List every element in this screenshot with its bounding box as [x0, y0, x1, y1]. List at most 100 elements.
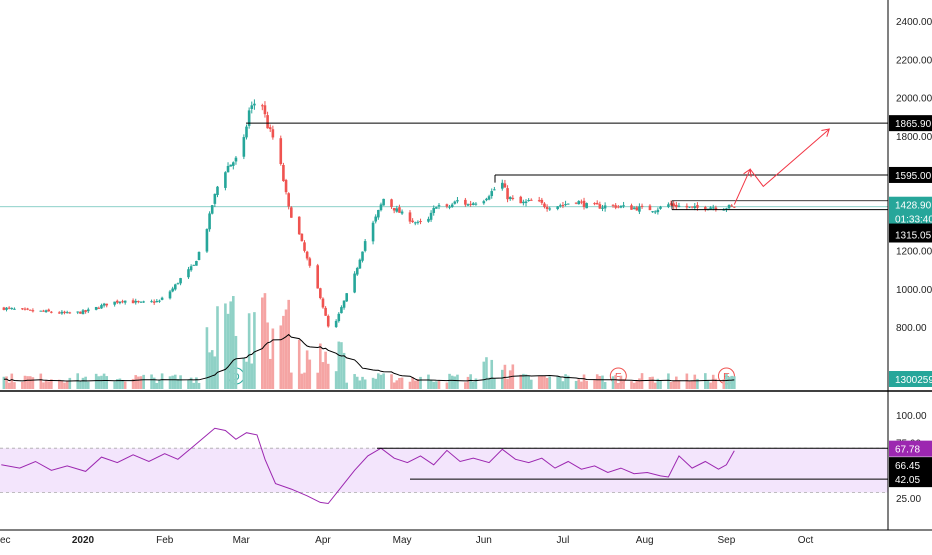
candle-body — [659, 206, 662, 209]
candle-body — [603, 205, 607, 209]
volume-bar — [416, 379, 420, 389]
candle — [374, 214, 378, 224]
candle — [268, 124, 272, 133]
candle-body — [13, 308, 16, 310]
candle — [566, 203, 570, 205]
candle-body — [640, 205, 644, 207]
candle — [115, 299, 119, 305]
candle — [358, 258, 362, 270]
candle-body — [216, 186, 219, 196]
volume-bar — [353, 374, 356, 389]
candle — [7, 306, 11, 310]
candle-body — [316, 265, 319, 289]
time-axis[interactable]: ec 2020 Feb Mar Apr May Jun Jul Aug Sep Oct — [0, 529, 932, 546]
candle-body — [142, 301, 145, 303]
candle-body — [482, 201, 486, 204]
candle-body — [94, 306, 98, 310]
candle — [435, 206, 438, 209]
candle — [601, 204, 604, 212]
candle-body — [651, 211, 654, 213]
volume-bar — [31, 377, 35, 389]
candle — [669, 200, 673, 207]
volume-bar — [432, 381, 436, 389]
candle — [558, 203, 562, 208]
candle — [648, 204, 652, 211]
candle-body — [711, 207, 715, 209]
volume-bar — [543, 375, 546, 389]
candle — [152, 299, 156, 305]
candle-body — [630, 205, 633, 210]
candle — [511, 195, 515, 201]
candle-body — [189, 266, 193, 271]
level-badge-1595: 1595.00 — [889, 166, 932, 183]
candle — [113, 301, 116, 307]
candle-body — [345, 293, 348, 302]
candle — [65, 310, 69, 314]
candle — [334, 319, 338, 328]
volume-bar — [21, 381, 24, 389]
candle — [503, 179, 507, 188]
candle — [395, 205, 399, 213]
volume-bar — [672, 380, 675, 389]
candle — [363, 239, 367, 253]
candle — [519, 195, 523, 204]
candle — [574, 202, 578, 205]
candle-body — [263, 105, 267, 115]
candle — [400, 209, 404, 215]
candle-body — [5, 307, 8, 310]
candle — [593, 202, 596, 206]
candle-body — [247, 110, 251, 126]
candle — [638, 203, 641, 215]
current-price-badge: 1428.90 — [889, 196, 932, 213]
candle — [13, 307, 16, 310]
rsi-panel[interactable] — [0, 427, 888, 505]
candle-body — [261, 105, 264, 107]
candle — [158, 299, 161, 303]
price-axis[interactable]: 800.001000.001200.001400.001600.001800.0… — [887, 0, 932, 530]
candle — [84, 309, 87, 314]
volume-bar — [561, 381, 565, 389]
time-tick-label: ec — [0, 535, 11, 546]
candle-body — [361, 251, 364, 261]
candle-body — [232, 162, 235, 166]
volume-bar — [210, 350, 214, 389]
candle — [545, 204, 549, 212]
volume-bar — [97, 376, 101, 389]
candle-body — [598, 204, 602, 209]
volume-bar — [450, 375, 454, 389]
candle — [282, 162, 285, 182]
candle — [445, 203, 449, 209]
volume-bar — [197, 382, 201, 389]
candle — [31, 308, 35, 313]
candle-body — [619, 205, 623, 208]
candle-body — [115, 300, 119, 303]
volume-bar — [638, 378, 641, 389]
volume-bar — [688, 381, 691, 389]
candle — [279, 135, 283, 166]
price-panel[interactable]: DEE — [0, 99, 888, 385]
volume-bar — [345, 382, 348, 389]
candle — [543, 202, 546, 209]
price-tick-label: 1800.00 — [896, 132, 932, 143]
candle — [102, 302, 106, 308]
candle-body — [131, 300, 135, 304]
candle — [469, 200, 472, 207]
volume-bar — [253, 312, 256, 389]
volume-bar — [714, 378, 718, 389]
volume-bar — [706, 380, 710, 389]
volume-bar — [429, 379, 433, 389]
volume-bar — [361, 376, 364, 389]
candle-body — [81, 310, 85, 315]
volume-bar — [358, 380, 362, 389]
volume-bar — [667, 373, 670, 389]
volume-bar — [730, 375, 734, 389]
volume-bar — [81, 377, 85, 389]
candle-body — [487, 196, 491, 200]
candle-body — [456, 200, 459, 202]
candle-body — [300, 233, 304, 242]
volume-bar — [630, 381, 633, 389]
candle — [537, 196, 541, 203]
candle — [232, 161, 235, 170]
